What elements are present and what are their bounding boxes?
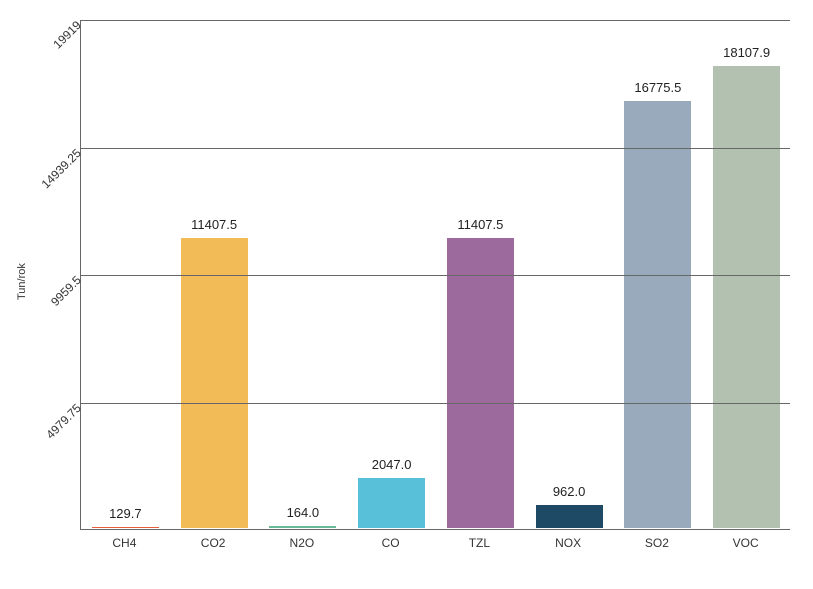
bar-co2: 11407.5 [180,237,249,529]
bar-outline [712,65,781,529]
bar-value-label: 129.7 [91,506,160,521]
bar-co: 2047.0 [357,477,426,529]
x-tick-label: CH4 [112,536,136,550]
bar-value-label: 164.0 [268,505,337,520]
bar-outline [91,526,160,529]
x-tick-label: TZL [469,536,490,550]
bar-value-label: 2047.0 [357,457,426,472]
bar-value-label: 11407.5 [180,217,249,232]
gridline [81,275,790,276]
bar-voc: 18107.9 [712,65,781,529]
bar-tzl: 11407.5 [446,237,515,529]
bar-outline [268,525,337,529]
x-tick-label: CO2 [201,536,226,550]
bar-outline [446,237,515,529]
bar-value-label: 962.0 [535,484,604,499]
bar-nox: 962.0 [535,504,604,529]
bar-so2: 16775.5 [623,100,692,530]
bar-n2o: 164.0 [268,525,337,529]
y-tick-label: 9959.5 [30,273,84,327]
y-axis-label: Tun/rok [16,263,28,300]
bar-outline [623,100,692,530]
bar-value-label: 16775.5 [623,80,692,95]
gridline [81,20,790,21]
plot-area: 129.7 11407.5 164.0 2047.0 11407.5 962.0 16775… [80,20,790,530]
emissions-bar-chart: Tun/rok 129.7 11407.5 164.0 2047.0 11407.5 96… [0,0,813,589]
gridline [81,403,790,404]
bar-value-label: 11407.5 [446,217,515,232]
x-tick-label: NOX [555,536,581,550]
bar-outline [535,504,604,529]
bar-value-label: 18107.9 [712,45,781,60]
gridline [81,148,790,149]
x-tick-label: VOC [733,536,759,550]
x-tick-label: N2O [290,536,315,550]
y-tick-label: 19919 [30,18,84,72]
y-tick-label: 4979.75 [30,401,84,455]
bar-ch4: 129.7 [91,526,160,529]
x-tick-label: SO2 [645,536,669,550]
bar-outline [357,477,426,529]
bar-outline [180,237,249,529]
y-tick-label: 14939.25 [30,146,84,200]
x-tick-label: CO [382,536,400,550]
